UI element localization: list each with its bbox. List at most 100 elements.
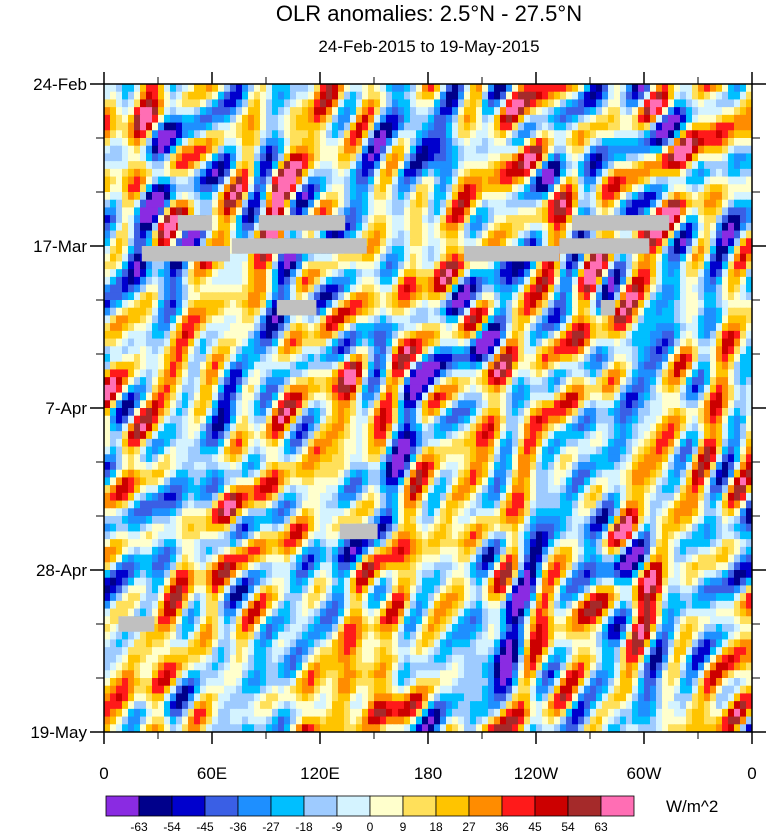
- heat-cell: [392, 161, 399, 170]
- heat-cell: [668, 284, 675, 293]
- heat-cell: [206, 276, 213, 286]
- heat-cell: [350, 361, 357, 371]
- heat-cell: [200, 400, 207, 409]
- heat-cell: [602, 84, 609, 93]
- heat-cell: [662, 168, 669, 178]
- heat-cell: [146, 138, 153, 147]
- heat-cell: [284, 431, 291, 440]
- heat-cell: [392, 431, 399, 440]
- heat-cell: [566, 269, 573, 278]
- heat-cell: [326, 91, 333, 101]
- heat-cell: [218, 99, 225, 108]
- heat-cell: [344, 392, 351, 401]
- heat-cell: [200, 114, 207, 124]
- heat-cell: [128, 99, 135, 108]
- heat-cell: [452, 138, 459, 147]
- heat-cell: [512, 261, 519, 270]
- heat-cell: [608, 192, 615, 201]
- heat-cell: [746, 300, 752, 309]
- heat-cell: [140, 307, 147, 317]
- heat-cell: [686, 238, 693, 247]
- heat-cell: [200, 346, 207, 355]
- heat-cell: [398, 246, 405, 255]
- heat-cell: [740, 246, 747, 255]
- heat-cell: [266, 199, 273, 209]
- heat-cell: [200, 176, 207, 185]
- heat-cell: [740, 369, 747, 378]
- heat-cell: [422, 292, 429, 301]
- heat-cell: [680, 84, 687, 93]
- heat-cell: [566, 122, 573, 131]
- heat-cell: [386, 91, 393, 101]
- heat-cell: [512, 338, 519, 347]
- heat-cell: [362, 130, 369, 139]
- heat-cell: [710, 176, 717, 185]
- heat-cell: [356, 323, 363, 332]
- heat-cell: [350, 423, 357, 432]
- heat-cell: [248, 315, 255, 324]
- heat-cell: [200, 138, 207, 147]
- heat-cell: [194, 230, 201, 239]
- heat-cell: [386, 307, 393, 317]
- heat-cell: [290, 315, 297, 324]
- heat-cell: [710, 431, 717, 440]
- heat-cell: [122, 438, 129, 448]
- heat-cell: [566, 431, 573, 440]
- heat-cell: [104, 292, 111, 301]
- heat-cell: [140, 261, 147, 270]
- heat-cell: [530, 215, 537, 224]
- heat-cell: [680, 292, 687, 301]
- heat-cell: [182, 161, 189, 170]
- heat-cell: [614, 130, 621, 139]
- heat-cell: [536, 130, 543, 139]
- heat-cell: [620, 415, 627, 425]
- heat-cell: [290, 323, 297, 332]
- heat-cell: [260, 107, 267, 116]
- heat-cell: [632, 138, 639, 147]
- heat-cell: [296, 361, 303, 371]
- heat-cell: [404, 230, 411, 239]
- heat-cell: [728, 168, 735, 178]
- heat-cell: [422, 361, 429, 371]
- heat-cell: [422, 315, 429, 324]
- heat-cell: [344, 215, 351, 224]
- heat-cell: [302, 253, 309, 263]
- heat-cell: [326, 361, 333, 371]
- heat-cell: [356, 138, 363, 147]
- heat-cell: [704, 107, 711, 116]
- heat-cell: [272, 315, 279, 324]
- heat-cell: [398, 361, 405, 371]
- heat-cell: [662, 292, 669, 301]
- heat-cell: [524, 307, 531, 317]
- heat-cell: [542, 199, 549, 209]
- heat-cell: [182, 392, 189, 401]
- heat-cell: [338, 300, 345, 309]
- heat-cell: [116, 377, 123, 386]
- heat-cell: [164, 323, 171, 332]
- heat-cell: [314, 192, 321, 201]
- heat-cell: [260, 292, 267, 301]
- heat-cell: [536, 168, 543, 178]
- heat-cell: [290, 145, 297, 155]
- heat-cell: [488, 161, 495, 170]
- heat-cell: [356, 253, 363, 263]
- heat-cell: [338, 384, 345, 394]
- heat-cell: [182, 354, 189, 363]
- heat-cell: [452, 215, 459, 224]
- heat-cell: [362, 307, 369, 317]
- heat-cell: [344, 107, 351, 116]
- heat-cell: [722, 107, 729, 116]
- heat-cell: [404, 392, 411, 401]
- heat-cell: [572, 176, 579, 185]
- heat-cell: [236, 130, 243, 139]
- heat-cell: [314, 107, 321, 116]
- heat-cell: [284, 99, 291, 108]
- heat-cell: [416, 300, 423, 309]
- heat-cell: [572, 354, 579, 363]
- heat-cell: [482, 145, 489, 155]
- heat-cell: [680, 114, 687, 124]
- heat-cell: [602, 184, 609, 193]
- heat-cell: [548, 222, 555, 232]
- heat-cell: [656, 122, 663, 131]
- heat-cell: [614, 369, 621, 378]
